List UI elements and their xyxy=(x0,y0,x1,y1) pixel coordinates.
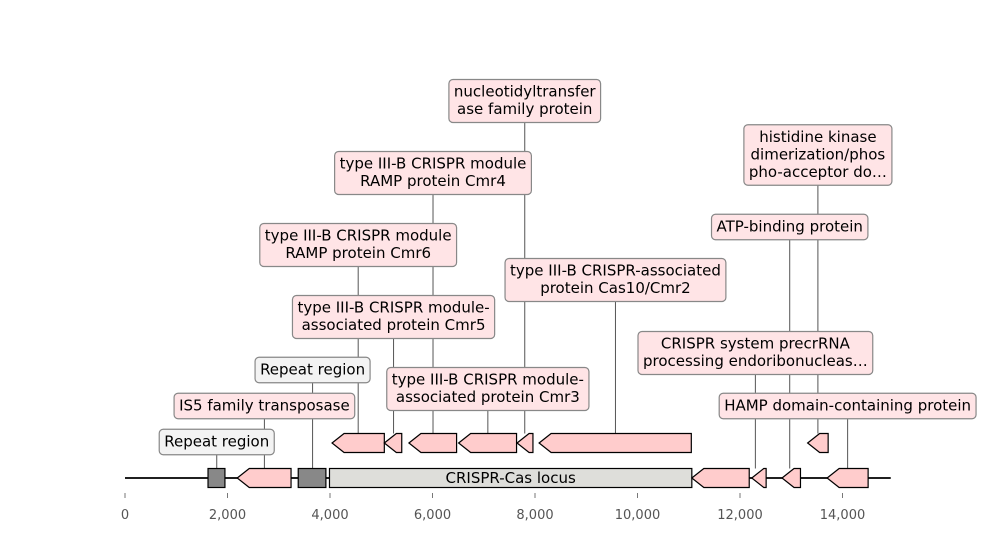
label-cmr3: type III-B CRISPR module-associated prot… xyxy=(386,366,590,412)
label-text-repeat-2: Repeat region xyxy=(260,360,365,378)
feature-repeat-1 xyxy=(207,467,226,489)
label-text-atp-binding: ATP-binding protein xyxy=(717,217,863,235)
label-cmr4: type III-B CRISPR module RAMP protein Cmr… xyxy=(334,150,533,196)
label-text-cmr4: type III-B CRISPR module RAMP protein Cmr… xyxy=(340,155,527,191)
label-text-histidine-kinase: histidine kinase dimerization/phos pho-acc… xyxy=(749,128,887,181)
label-cmr6: type III-B CRISPR module RAMP protein Cmr… xyxy=(259,222,458,268)
feature-nucleotidyltransferase xyxy=(516,432,534,454)
axis-tick-label: 12,000 xyxy=(717,508,763,523)
label-text-cmr5: type III-B CRISPR module-associated prot… xyxy=(297,299,489,335)
label-cas10-cmr2: type III-B CRISPR-associated protein Cas1… xyxy=(504,257,727,303)
axis-tick-label: 6,000 xyxy=(414,508,451,523)
label-text-cmr6: type III-B CRISPR module RAMP protein Cmr… xyxy=(265,227,452,263)
feature-precrrna-endoribonuclease xyxy=(690,467,750,489)
label-text-nucleotidyltransferase: nucleotidyltransfer ase family protein xyxy=(454,83,597,119)
axis-tick-label: 8,000 xyxy=(516,508,553,523)
feature-is5-transposase xyxy=(236,467,292,489)
label-precrrna-endoribonuclease: CRISPR system precrRNA processing endorib… xyxy=(637,330,874,376)
feature-cmr4 xyxy=(407,432,458,454)
axis-tick-label: 10,000 xyxy=(615,508,661,523)
label-hamp-domain: HAMP domain-containing protein xyxy=(718,392,977,420)
label-text-hamp-domain: HAMP domain-containing protein xyxy=(724,396,971,414)
label-is5-transposase: IS5 family transposase xyxy=(173,392,356,420)
label-cmr5: type III-B CRISPR module-associated prot… xyxy=(291,294,496,340)
feature-atp-binding xyxy=(750,467,767,489)
feature-cmr5 xyxy=(383,432,403,454)
label-text-precrrna-endoribonuclease: CRISPR system precrRNA processing endorib… xyxy=(643,335,868,371)
label-text-cmr3: type III-B CRISPR module-associated prot… xyxy=(392,371,584,407)
label-repeat-1: Repeat region xyxy=(158,428,275,456)
axis-tick-label: 2,000 xyxy=(209,508,246,523)
feature-hamp-domain xyxy=(826,467,869,489)
feature-cmr3 xyxy=(457,432,518,454)
label-text-repeat-1: Repeat region xyxy=(164,432,269,450)
feature-small-gene xyxy=(781,467,802,489)
label-text-is5-transposase: IS5 family transposase xyxy=(179,396,350,414)
label-text-cas10-cmr2: type III-B CRISPR-associated protein Cas1… xyxy=(510,262,721,298)
axis-tick-label: 4,000 xyxy=(311,508,348,523)
feature-track: CRISPR-Cas locus xyxy=(207,432,869,489)
axis-tick-label: 0 xyxy=(121,508,129,523)
position-axis: 0 2,000 4,000 6,000 8,000 10,000 12,000 14,000 xyxy=(121,493,865,523)
feature-labels: Repeat region IS5 family transposase Repea… xyxy=(158,78,977,456)
feature-cas10-cmr2 xyxy=(538,432,692,454)
locus-label: CRISPR-Cas locus xyxy=(446,469,576,487)
label-repeat-2: Repeat region xyxy=(254,356,371,384)
label-nucleotidyltransferase: nucleotidyltransfer ase family protein xyxy=(448,78,602,124)
label-atp-binding: ATP-binding protein xyxy=(710,213,869,241)
feature-cmr6 xyxy=(331,432,385,454)
label-histidine-kinase: histidine kinase dimerization/phos pho-acc… xyxy=(743,124,893,186)
feature-histidine-kinase xyxy=(806,432,829,454)
feature-repeat-2 xyxy=(297,467,327,489)
axis-tick-label: 14,000 xyxy=(820,508,866,523)
